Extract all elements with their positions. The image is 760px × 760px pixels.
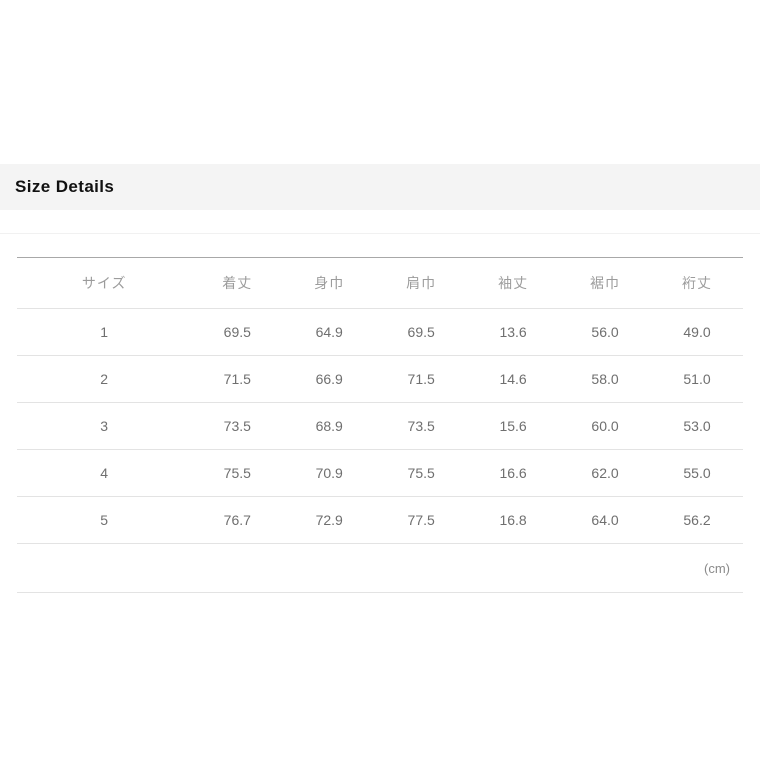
measure-cell: 73.5 [191, 402, 284, 450]
measure-cell: 69.5 [191, 308, 284, 356]
measure-cell: 77.5 [375, 496, 468, 544]
table-row: 1 69.5 64.9 69.5 13.6 56.0 49.0 [17, 308, 743, 356]
measure-cell: 70.9 [283, 449, 376, 497]
measure-cell: 16.6 [467, 449, 560, 497]
measure-cell: 13.6 [467, 308, 560, 356]
table-header-row: サイズ 着丈 身巾 肩巾 袖丈 裾巾 裄丈 [17, 257, 743, 309]
size-label-cell: 1 [17, 308, 192, 356]
measure-cell: 66.9 [283, 355, 376, 403]
measure-cell: 60.0 [559, 402, 651, 450]
column-header-body-length: 着丈 [191, 257, 284, 309]
measure-cell: 64.9 [283, 308, 376, 356]
table-row: 2 71.5 66.9 71.5 14.6 58.0 51.0 [17, 355, 743, 403]
measure-cell: 55.0 [651, 449, 743, 497]
size-table-container: サイズ 着丈 身巾 肩巾 袖丈 裾巾 裄丈 1 69.5 64.9 69.5 1… [17, 257, 743, 593]
measure-cell: 53.0 [651, 402, 743, 450]
measure-cell: 62.0 [559, 449, 651, 497]
content-divider [0, 233, 760, 234]
table-row: 3 73.5 68.9 73.5 15.6 60.0 53.0 [17, 402, 743, 450]
measure-cell: 73.5 [375, 402, 468, 450]
table-row: 5 76.7 72.9 77.5 16.8 64.0 56.2 [17, 496, 743, 544]
top-spacer [0, 0, 760, 164]
measure-cell: 75.5 [191, 449, 284, 497]
size-label-cell: 5 [17, 496, 192, 544]
measure-cell: 56.0 [559, 308, 651, 356]
measure-cell: 15.6 [467, 402, 560, 450]
measure-cell: 16.8 [467, 496, 560, 544]
measure-cell: 68.9 [283, 402, 376, 450]
column-header-sleeve-length: 袖丈 [467, 257, 560, 309]
section-header: Size Details [0, 164, 760, 210]
column-header-size: サイズ [17, 257, 192, 309]
unit-row: (cm) [17, 543, 743, 593]
table-row: 4 75.5 70.9 75.5 16.6 62.0 55.0 [17, 449, 743, 497]
measure-cell: 69.5 [375, 308, 468, 356]
column-header-yuki-length: 裄丈 [651, 257, 743, 309]
measure-cell: 49.0 [651, 308, 743, 356]
column-header-shoulder-width: 肩巾 [375, 257, 468, 309]
size-label-cell: 4 [17, 449, 192, 497]
measure-cell: 14.6 [467, 355, 560, 403]
size-label-cell: 3 [17, 402, 192, 450]
column-header-body-width: 身巾 [283, 257, 376, 309]
size-table: サイズ 着丈 身巾 肩巾 袖丈 裾巾 裄丈 1 69.5 64.9 69.5 1… [17, 257, 743, 593]
measure-cell: 51.0 [651, 355, 743, 403]
section-title: Size Details [15, 177, 115, 196]
measure-cell: 71.5 [375, 355, 468, 403]
column-header-hem-width: 裾巾 [559, 257, 651, 309]
measure-cell: 56.2 [651, 496, 743, 544]
measure-cell: 71.5 [191, 355, 284, 403]
measure-cell: 75.5 [375, 449, 468, 497]
measure-cell: 64.0 [559, 496, 651, 544]
measure-cell: 58.0 [559, 355, 651, 403]
unit-note: (cm) [17, 543, 743, 593]
size-label-cell: 2 [17, 355, 192, 403]
measure-cell: 76.7 [191, 496, 284, 544]
measure-cell: 72.9 [283, 496, 376, 544]
